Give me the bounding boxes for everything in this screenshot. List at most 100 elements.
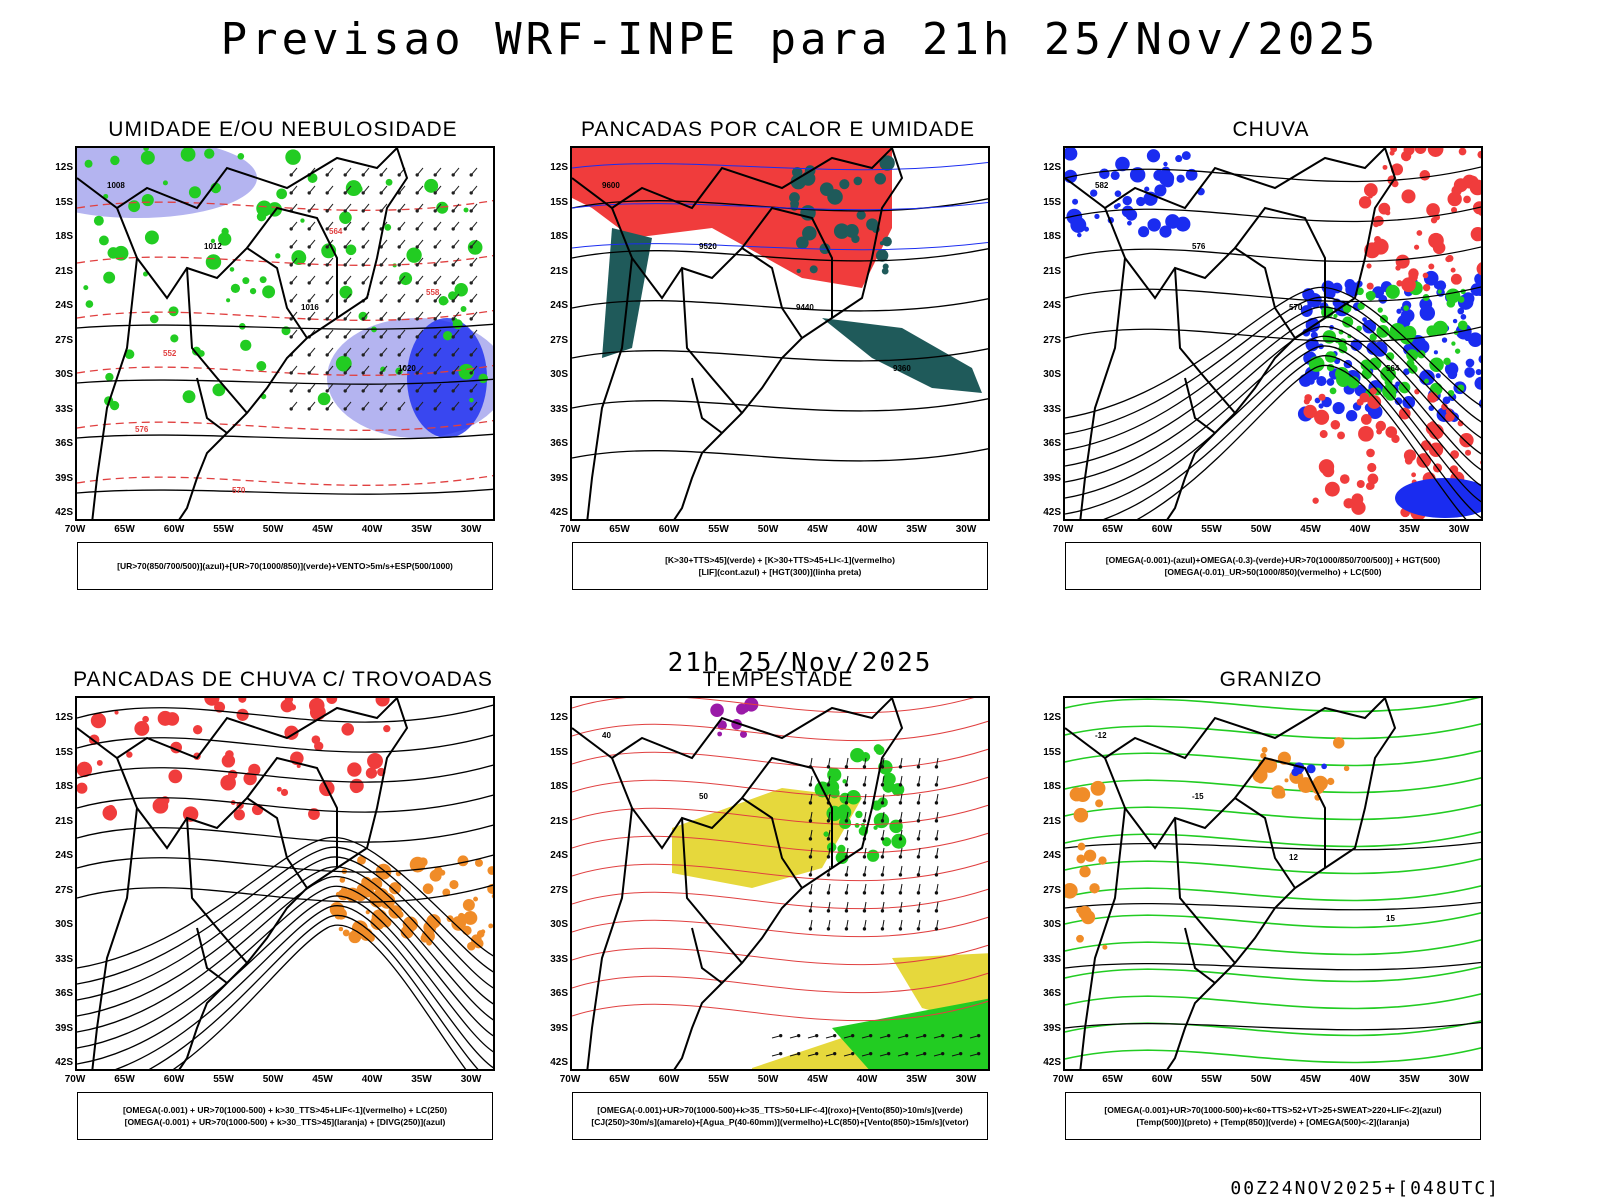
longitude-tick-label: 45W — [807, 1074, 828, 1085]
map-frame: -12 -15 12 15 — [1063, 696, 1483, 1071]
legend-line: [OMEGA(-0.01)_UR>50(1000/850)(vermelho) … — [1164, 567, 1382, 577]
latitude-tick-label: 42S — [1043, 1057, 1061, 1068]
longitude-tick-label: 45W — [1300, 524, 1321, 535]
omega-area — [1395, 478, 1481, 518]
legend-line: [OMEGA(-0.001) + UR>70(1000-500) + k>30_… — [122, 1105, 448, 1115]
latitude-tick-label: 24S — [55, 850, 73, 861]
latitude-tick-label: 18S — [55, 231, 73, 242]
latitude-tick-label: 42S — [1043, 507, 1061, 518]
longitude-tick-label: 60W — [1151, 1074, 1173, 1085]
legend-line: [OMEGA(-0.001)+UR>70(1000-500)+k<60+TTS>… — [1104, 1105, 1442, 1115]
panel-legend: [UR>70(850/700/500)](azul)+[UR>70(1000/8… — [77, 542, 493, 590]
map-plot: 9600 9520 9440 9360 — [572, 148, 988, 519]
latitude-tick-label: 39S — [1043, 1022, 1061, 1034]
longitude-tick-label: 30W — [955, 524, 977, 535]
latitude-tick-label: 15S — [1043, 196, 1061, 208]
contour-label: -12 — [1095, 731, 1107, 740]
legend-line: [OMEGA(-0.001) + UR>70(1000-500) + k>30_… — [124, 1117, 446, 1127]
longitude-tick-label: 40W — [1349, 1074, 1371, 1085]
moisture-core — [407, 318, 487, 438]
contour-label: 12 — [1289, 853, 1298, 862]
longitude-tick-label: 50W — [757, 1074, 779, 1085]
longitude-tick-label: 60W — [163, 1074, 185, 1085]
latitude-tick-label: 15S — [55, 196, 73, 208]
longitude-tick-label: 65W — [114, 1074, 135, 1085]
country-borders — [572, 148, 904, 519]
lifted-index-contours — [572, 161, 988, 251]
latitude-tick-label: 12S — [1043, 162, 1061, 173]
latitude-tick-label: 12S — [550, 162, 568, 173]
longitude-tick-label: 35W — [411, 524, 432, 535]
contour-label: 576 — [1192, 242, 1206, 251]
longitude-tick-label: 45W — [312, 524, 333, 535]
panel-title: PANCADAS DE CHUVA C/ TROVOADAS — [73, 668, 493, 691]
latitude-tick-label: 42S — [55, 1057, 73, 1068]
longitude-tick-label: 70W — [64, 1074, 86, 1085]
longitude-tick-label: 65W — [1102, 524, 1123, 535]
longitude-tick-label: 30W — [460, 524, 482, 535]
wind-vectors — [289, 167, 478, 411]
longitude-tick-label: 50W — [1250, 1074, 1272, 1085]
latitude-tick-label: 12S — [1043, 712, 1061, 723]
temp-850-contours — [1065, 698, 1481, 1064]
latitude-tick-label: 42S — [550, 507, 568, 518]
longitude-tick-label: 35W — [1399, 524, 1420, 535]
latitude-tick-label: 21S — [550, 815, 568, 827]
latitude-tick-label: 18S — [550, 781, 568, 792]
latitude-tick-label: 18S — [550, 231, 568, 242]
latitude-tick-label: 12S — [55, 162, 73, 173]
latitude-tick-label: 18S — [1043, 781, 1061, 792]
longitude-tick-label: 60W — [658, 524, 680, 535]
height-500-streamlines — [1065, 286, 1481, 519]
longitude-tick-label: 70W — [559, 524, 581, 535]
instability-area — [602, 228, 652, 358]
latitude-tick-label: 33S — [550, 403, 568, 415]
panel-legend: [OMEGA(-0.001)+UR>70(1000-500)+k>35_TTS>… — [572, 1092, 988, 1140]
low-level-moisture — [83, 148, 488, 411]
longitude-tick-label: 65W — [609, 1074, 630, 1085]
contour-label: 9360 — [893, 364, 911, 373]
latitude-tick-label: 21S — [550, 265, 568, 277]
map-panel: UMIDADE E/OU NEBULOSIDADE 1008 1012 1016 102… — [53, 118, 513, 638]
map-plot: 40 50 — [572, 698, 988, 1069]
main-title: Previsao WRF-INPE para 21h 25/Nov/2025 — [220, 14, 1380, 65]
panel-title: CHUVA — [1232, 118, 1310, 141]
latitude-tick-label: 21S — [55, 815, 73, 827]
contour-label: 50 — [699, 792, 708, 801]
longitude-tick-label: 60W — [163, 524, 185, 535]
map-plot: 1008 1012 1016 1020 576 570 564 558 552 — [77, 148, 493, 519]
country-borders — [1065, 148, 1397, 519]
latitude-tick-label: 36S — [1043, 988, 1061, 999]
longitude-tick-label: 45W — [807, 524, 828, 535]
longitude-tick-label: 40W — [361, 524, 383, 535]
forecast-time-label: 21h 25/Nov/2025 — [667, 648, 933, 678]
contour-label: 570 — [1289, 303, 1303, 312]
contour-label: 9520 — [699, 242, 717, 251]
contour-label: 40 — [602, 731, 611, 740]
thickness-contours — [77, 199, 493, 486]
map-panel: PANCADAS POR CALOR E UMIDADE 9600 9520 9440… — [548, 118, 1008, 638]
panel-legend: [OMEGA(-0.001)-(azul)+OMEGA(-0.3)-(verde… — [1065, 542, 1481, 590]
contour-label: 552 — [163, 349, 177, 358]
latitude-tick-label: 30S — [550, 919, 568, 930]
legend-line: [LIF](cont.azul) + [HGT(300)](linha pret… — [698, 567, 862, 577]
map-plot: 582 576 570 564 — [1065, 148, 1481, 519]
longitude-tick-label: 60W — [1151, 524, 1173, 535]
panel-title: GRANIZO — [1219, 668, 1323, 691]
latitude-tick-label: 21S — [55, 265, 73, 277]
contour-label: 558 — [426, 288, 440, 297]
latitude-tick-label: 24S — [550, 850, 568, 861]
thunderstorm-area — [77, 698, 391, 822]
longitude-tick-label: 70W — [559, 1074, 581, 1085]
map-frame: 40 50 — [570, 696, 990, 1071]
latitude-tick-label: 33S — [1043, 403, 1061, 415]
latitude-tick-label: 15S — [1043, 746, 1061, 758]
latitude-tick-label: 30S — [55, 369, 73, 380]
latitude-tick-label: 39S — [550, 472, 568, 484]
latitude-tick-label: 39S — [55, 472, 73, 484]
contour-label: 9440 — [796, 303, 814, 312]
run-info-label: 00Z24NOV2025+[048UTC] — [1230, 1178, 1500, 1199]
longitude-tick-label: 50W — [757, 524, 779, 535]
latitude-tick-label: 36S — [550, 988, 568, 999]
country-borders — [572, 698, 904, 1069]
